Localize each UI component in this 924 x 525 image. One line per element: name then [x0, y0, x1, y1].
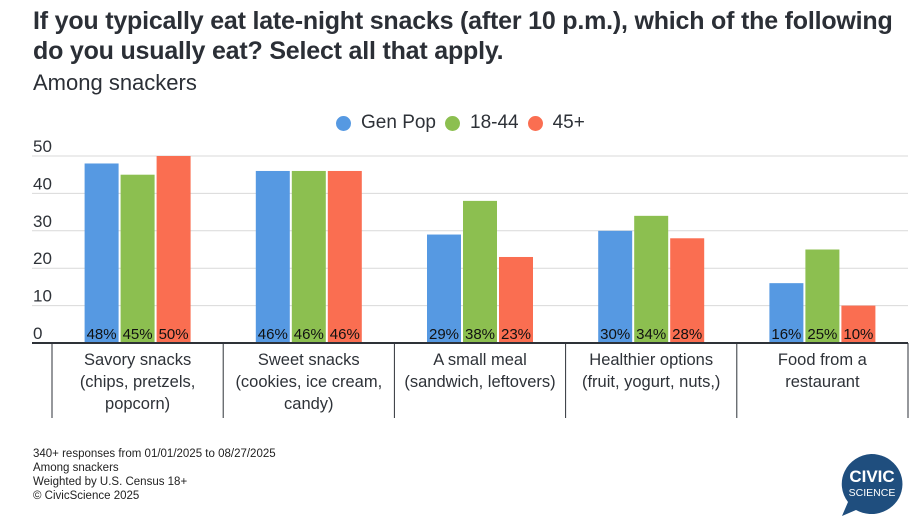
data-label: 29% [429, 326, 459, 343]
bar[interactable] [634, 215, 669, 343]
x-tick-label: candy) [284, 395, 334, 413]
x-tick-label: Food from a [778, 351, 868, 369]
data-label: 28% [672, 326, 702, 343]
footer-population: Among snackers [33, 462, 119, 474]
chart-subtitle: Among snackers [33, 70, 197, 95]
bar[interactable] [841, 305, 876, 343]
bar[interactable] [463, 200, 497, 343]
data-label: 46% [294, 326, 324, 343]
footer-weighting: Weighted by U.S. Census 18+ [33, 476, 188, 488]
footer-responses: 340+ responses from 01/01/2025 to 08/27/… [33, 448, 276, 460]
y-tick-label: 20 [33, 249, 52, 268]
x-tick-label: A small meal [433, 351, 527, 369]
data-label: 23% [501, 326, 531, 343]
legend-item-18-44[interactable]: 18-44 [445, 112, 519, 134]
x-tick-label: (chips, pretzels, [80, 373, 196, 391]
chart-title: If you typically eat late-night snacks (… [33, 7, 893, 65]
x-tick-label: (sandwich, leftovers) [404, 373, 555, 391]
legend: Gen Pop 18-44 45+ [336, 110, 594, 136]
data-label: 16% [771, 326, 801, 343]
legend-swatch-18-44 [445, 115, 460, 131]
legend-label-45-plus: 45+ [552, 112, 585, 133]
data-label: 25% [807, 326, 837, 343]
legend-label-18-44: 18-44 [470, 112, 519, 133]
logo-line1: CIVIC [849, 467, 894, 486]
speech-bubble-icon [841, 453, 903, 516]
data-label: 46% [258, 326, 288, 343]
data-label: 34% [636, 326, 666, 343]
data-label: 30% [600, 326, 630, 343]
x-tick-label: Healthier options [589, 351, 713, 369]
legend-item-gen-pop[interactable]: Gen Pop [336, 112, 436, 134]
legend-swatch-gen-pop [336, 115, 351, 131]
data-label: 48% [87, 326, 117, 343]
bar[interactable] [291, 170, 326, 343]
civicscience-logo: CIVIC SCIENCE [841, 453, 903, 516]
x-tick-label: Sweet snacks [258, 351, 360, 369]
x-tick-label: Savory snacks [84, 351, 191, 369]
bar[interactable] [327, 170, 362, 343]
data-label: 38% [465, 326, 495, 343]
bar[interactable] [156, 156, 191, 343]
footer-copyright: © CivicScience 2025 [33, 490, 140, 502]
bar[interactable] [84, 163, 119, 343]
bar[interactable] [805, 249, 840, 344]
x-tick-label: (cookies, ice cream, [235, 373, 382, 391]
y-tick-label: 50 [33, 137, 52, 156]
data-label: 10% [843, 326, 873, 343]
legend-swatch-45-plus [527, 115, 543, 131]
bar[interactable] [598, 230, 633, 343]
x-tick-label: popcorn) [105, 395, 170, 413]
bar[interactable] [499, 256, 533, 343]
data-label: 50% [159, 326, 189, 343]
bar[interactable] [769, 283, 804, 343]
y-tick-label: 40 [33, 174, 52, 193]
y-tick-label: 0 [33, 324, 42, 343]
logo-line2: SCIENCE [849, 487, 896, 499]
bar[interactable] [255, 170, 290, 343]
x-tick-label: (fruit, yogurt, nuts,) [582, 373, 720, 391]
x-tick-label: restaurant [785, 373, 860, 391]
legend-item-45-plus[interactable]: 45+ [527, 112, 585, 134]
y-tick-label: 10 [33, 287, 52, 306]
bar[interactable] [120, 174, 155, 343]
footer-notes: 340+ responses from 01/01/2025 to 08/27/… [33, 447, 276, 503]
bar[interactable] [427, 234, 461, 343]
legend-label-gen-pop: Gen Pop [361, 112, 436, 133]
data-label: 46% [330, 326, 360, 343]
bar[interactable] [670, 238, 705, 343]
y-tick-label: 30 [33, 212, 52, 231]
data-label: 45% [123, 326, 153, 343]
